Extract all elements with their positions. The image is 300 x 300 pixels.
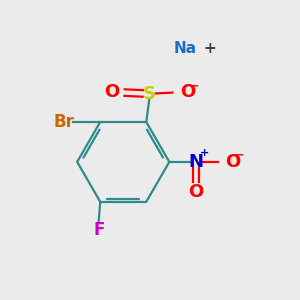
Text: O: O (104, 83, 119, 101)
Text: Br: Br (53, 113, 74, 131)
Text: −: − (189, 79, 200, 92)
Text: O: O (181, 83, 196, 101)
Text: +: + (203, 41, 216, 56)
Text: −: − (234, 149, 244, 162)
Text: O: O (225, 153, 240, 171)
Text: S: S (143, 85, 156, 103)
Text: F: F (93, 221, 104, 239)
Text: +: + (200, 148, 209, 158)
Text: N: N (189, 153, 204, 171)
Text: Na: Na (174, 41, 197, 56)
Text: O: O (188, 183, 204, 201)
